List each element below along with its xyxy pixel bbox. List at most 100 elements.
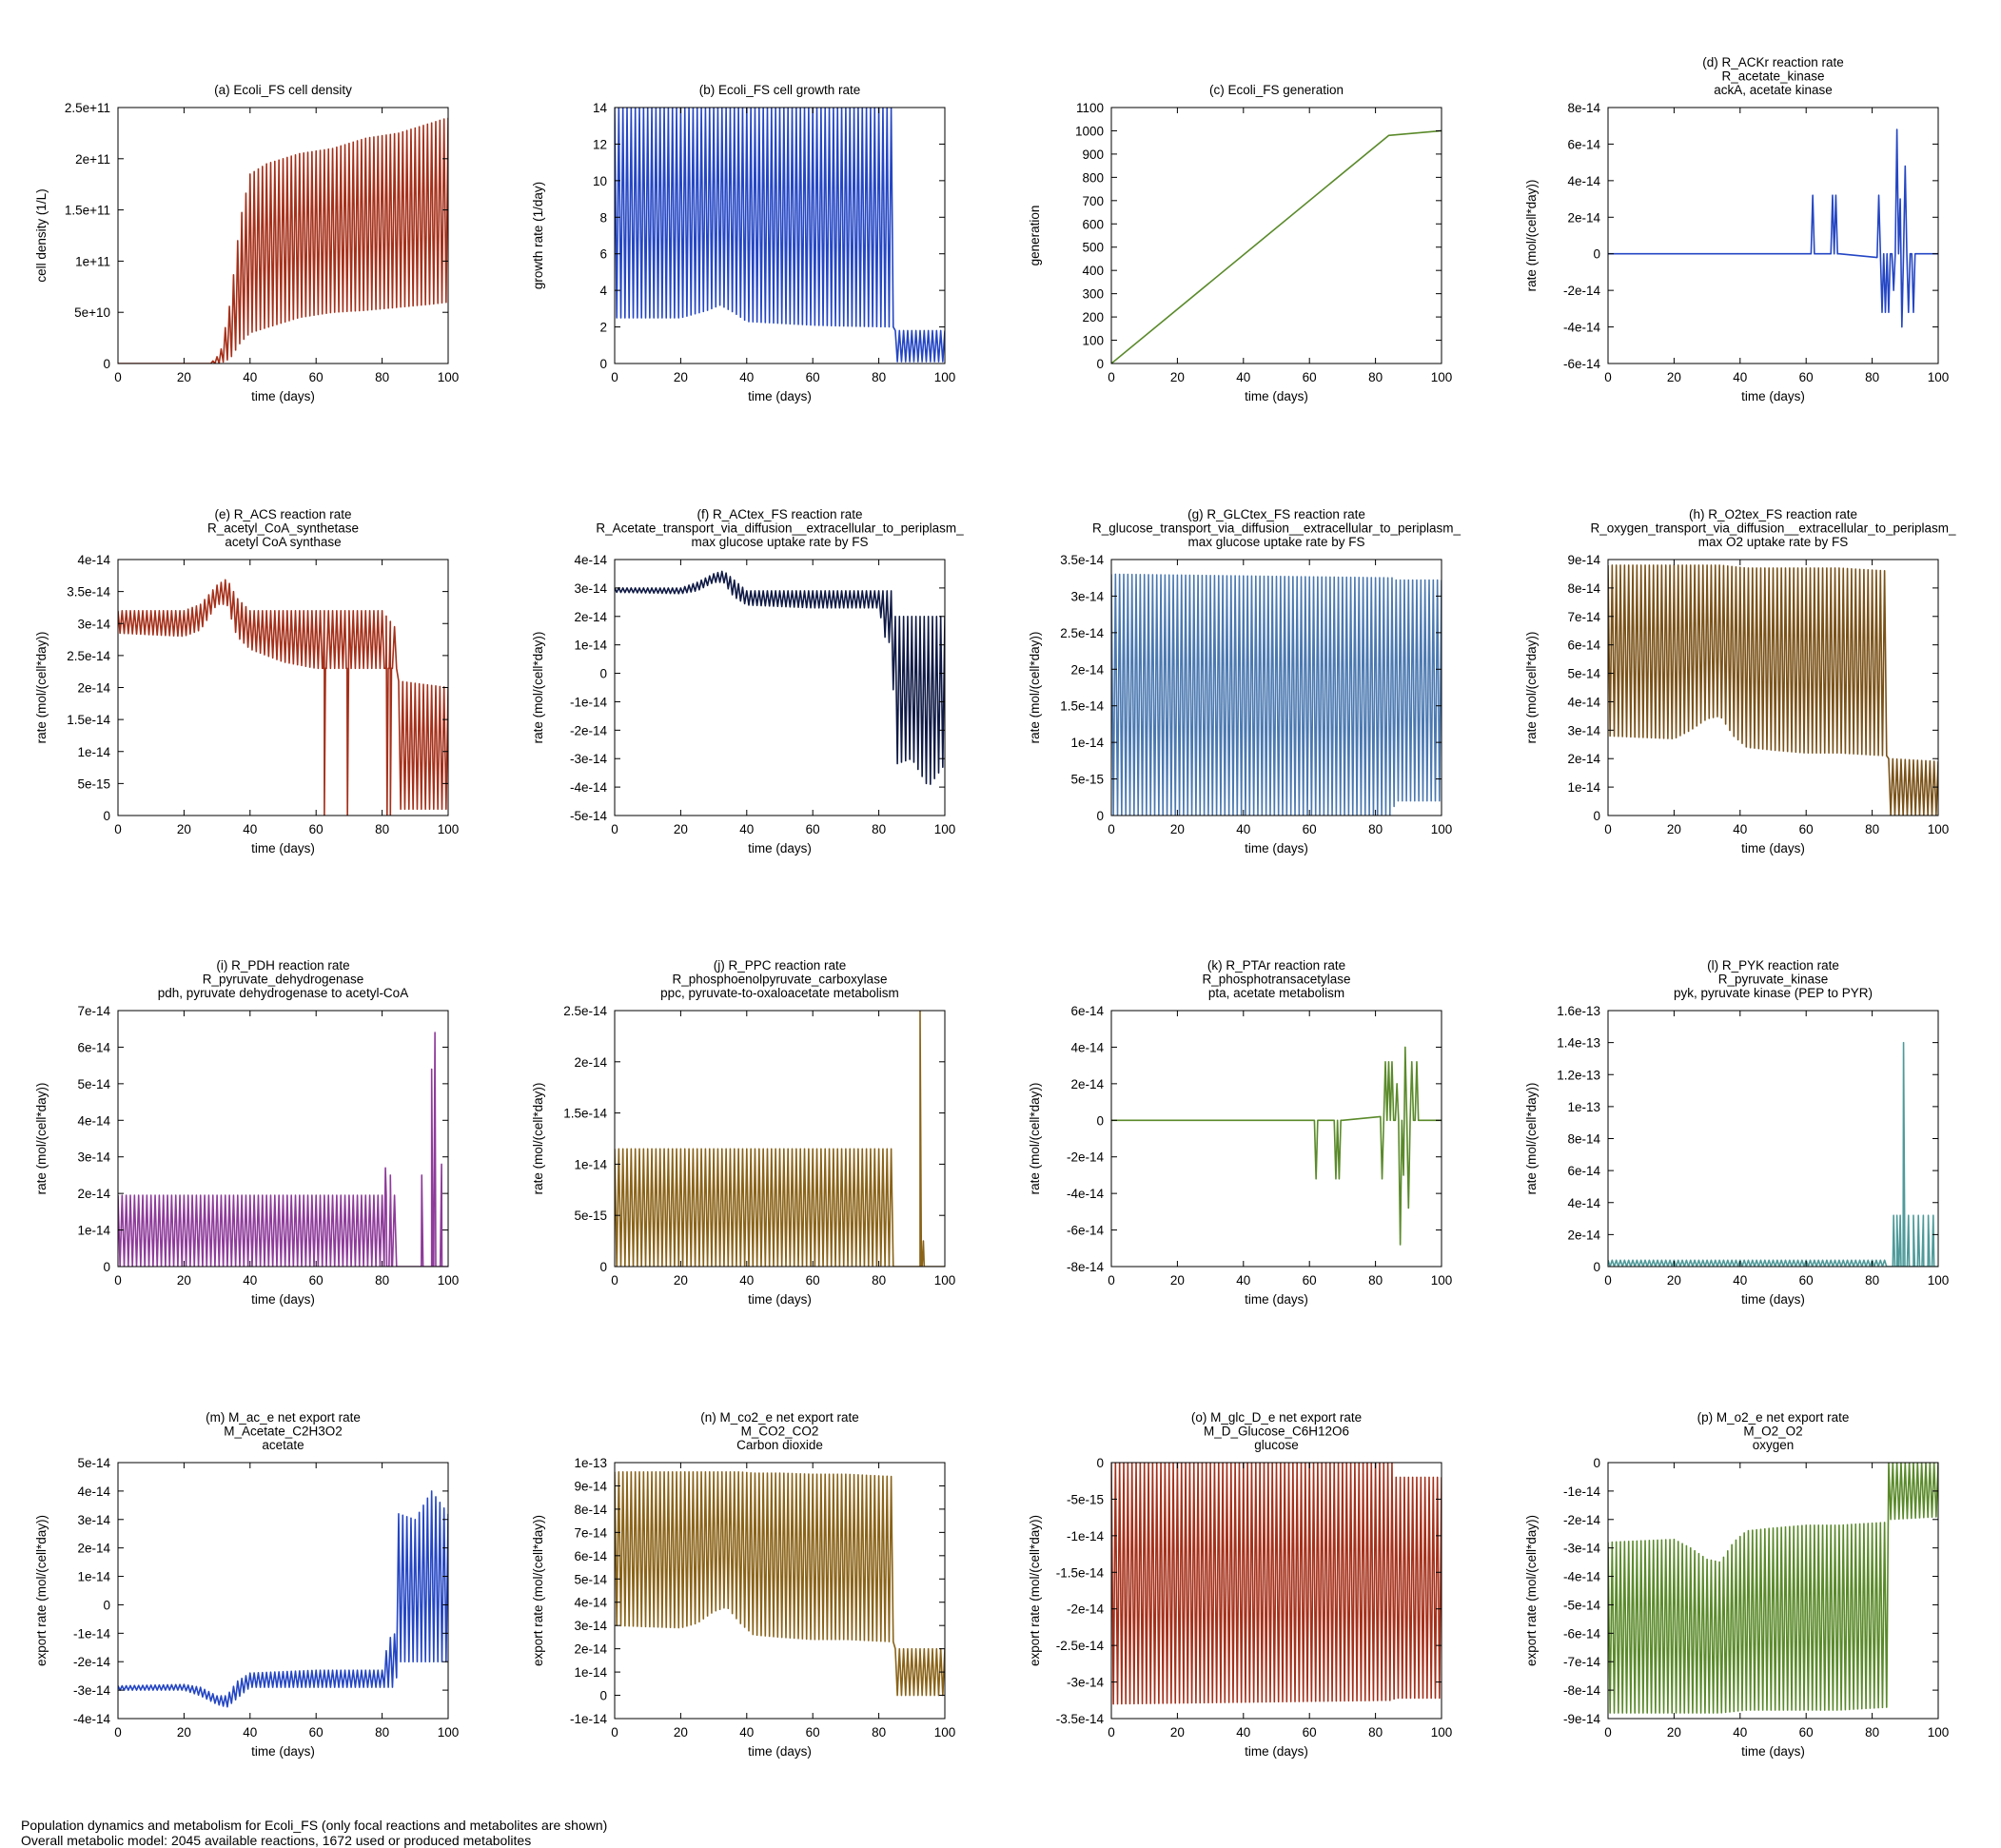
plot-frame-h (1607, 559, 1939, 816)
chart-title-l-line-3: pyk, pyruvate kinase (PEP to PYR) (1674, 986, 1873, 1000)
x-tick-label-j-80: 80 (872, 1273, 886, 1288)
y-tick-label-k-7: 6e-14 (1070, 1004, 1104, 1018)
x-tick-label-j-60: 60 (806, 1273, 820, 1288)
x-axis-label-h: time (days) (1741, 841, 1805, 855)
x-tick-label-e-100: 100 (438, 822, 460, 836)
x-tick-label-a-0: 0 (114, 370, 122, 384)
y-tick-label-g-7: 3.5e-14 (1060, 553, 1104, 567)
plot-frame-a (117, 107, 449, 364)
x-tick-label-c-60: 60 (1303, 370, 1317, 384)
y-tick-label-n-10: 9e-14 (574, 1479, 607, 1493)
y-tick-label-c-8: 800 (1082, 170, 1104, 185)
y-tick-label-i-7: 7e-14 (77, 1004, 110, 1018)
y-tick-label-h-0: 0 (1593, 809, 1600, 823)
chart-o: (o) M_glc_D_e net export rateM_D_Glucose… (1028, 1410, 1452, 1759)
x-tick-label-n-20: 20 (674, 1725, 688, 1740)
x-tick-label-m-80: 80 (375, 1725, 389, 1740)
x-tick-label-m-60: 60 (309, 1725, 324, 1740)
y-tick-label-m-6: 2e-14 (77, 1542, 110, 1556)
y-tick-label-l-1: 2e-14 (1567, 1228, 1600, 1242)
y-axis-label-m: export rate (mol/(cell*day)) (34, 1515, 49, 1666)
y-tick-label-o-3: -2e-14 (1067, 1602, 1105, 1617)
y-tick-label-h-7: 7e-14 (1567, 610, 1600, 624)
chart-title-e-line-1: (e) R_ACS reaction rate (214, 507, 351, 521)
x-tick-label-f-80: 80 (872, 822, 886, 836)
y-tick-label-d-2: -2e-14 (1563, 284, 1601, 298)
x-axis-label-k: time (days) (1245, 1292, 1308, 1307)
y-tick-label-c-4: 400 (1082, 264, 1104, 278)
x-tick-label-p-60: 60 (1799, 1725, 1814, 1740)
y-tick-label-e-6: 3e-14 (77, 617, 110, 631)
y-tick-label-n-3: 2e-14 (574, 1642, 607, 1657)
x-tick-label-b-40: 40 (739, 370, 754, 384)
y-axis-label-n: export rate (mol/(cell*day)) (531, 1515, 545, 1666)
y-tick-label-c-6: 600 (1082, 217, 1104, 231)
x-tick-label-o-100: 100 (1431, 1725, 1453, 1740)
y-axis-label-i: rate (mol/(cell*day)) (34, 1083, 49, 1195)
x-tick-label-d-20: 20 (1667, 370, 1681, 384)
plot-frame-d (1607, 107, 1939, 364)
chart-title-m-line-2: M_Acetate_C2H3O2 (224, 1425, 343, 1439)
x-tick-label-f-20: 20 (674, 822, 688, 836)
chart-title-h-line-1: (h) R_O2tex_FS reaction rate (1689, 507, 1857, 521)
x-tick-label-e-20: 20 (177, 822, 191, 836)
chart-title-c-line-1: (c) Ecoli_FS generation (1209, 83, 1344, 97)
data-line-l (1608, 1041, 1938, 1267)
chart-title-k-line-1: (k) R_PTAr reaction rate (1207, 958, 1345, 973)
y-axis-label-a: cell density (1/L) (34, 188, 49, 282)
chart-title-k-line-3: pta, acetate metabolism (1208, 986, 1344, 1000)
x-tick-label-l-0: 0 (1604, 1273, 1612, 1288)
x-tick-label-b-60: 60 (806, 370, 820, 384)
x-tick-label-l-60: 60 (1799, 1273, 1814, 1288)
y-tick-label-c-3: 300 (1082, 287, 1104, 302)
y-axis-label-e: rate (mol/(cell*day)) (34, 632, 49, 744)
x-tick-label-o-40: 40 (1236, 1725, 1250, 1740)
y-tick-label-o-2: -2.5e-14 (1056, 1639, 1105, 1653)
y-tick-label-b-0: 0 (599, 357, 607, 371)
x-tick-label-j-40: 40 (739, 1273, 754, 1288)
y-tick-label-j-2: 1e-14 (574, 1157, 607, 1171)
plot-frame-j (614, 1010, 946, 1268)
x-tick-label-i-0: 0 (114, 1273, 122, 1288)
chart-title-d-line-3: ackA, acetate kinase (1714, 83, 1833, 97)
data-line-f (615, 570, 945, 785)
plot-frame-p (1607, 1462, 1939, 1720)
chart-title-p-line-2: M_O2_O2 (1743, 1425, 1802, 1439)
y-tick-label-e-0: 0 (103, 809, 110, 823)
x-tick-label-k-20: 20 (1170, 1273, 1185, 1288)
y-tick-label-o-0: -3.5e-14 (1056, 1712, 1105, 1726)
chart-title-l-line-2: R_pyruvate_kinase (1718, 973, 1829, 987)
chart-title-b-line-1: (b) Ecoli_FS cell growth rate (699, 83, 861, 97)
y-tick-label-a-0: 0 (103, 357, 110, 371)
y-tick-label-p-4: -5e-14 (1563, 1598, 1601, 1612)
y-tick-label-c-5: 500 (1082, 241, 1104, 255)
chart-title-e-line-3: acetyl CoA synthase (225, 535, 341, 549)
y-tick-label-l-8: 1.6e-13 (1557, 1004, 1600, 1018)
y-tick-label-j-5: 2.5e-14 (563, 1004, 607, 1018)
chart-title-p-line-3: oxygen (1753, 1438, 1795, 1452)
y-tick-label-g-6: 3e-14 (1070, 589, 1104, 603)
chart-d: (d) R_ACKr reaction rateR_acetate_kinase… (1524, 55, 1949, 403)
y-tick-label-g-0: 0 (1096, 809, 1104, 823)
x-axis-label-p: time (days) (1741, 1744, 1805, 1759)
x-tick-label-c-40: 40 (1236, 370, 1250, 384)
x-axis-label-l: time (days) (1741, 1292, 1805, 1307)
x-axis-label-d: time (days) (1741, 389, 1805, 403)
data-line-a (118, 117, 448, 364)
x-tick-label-k-100: 100 (1431, 1273, 1453, 1288)
x-tick-label-b-20: 20 (674, 370, 688, 384)
chart-i: (i) R_PDH reaction rateR_pyruvate_dehydr… (34, 958, 459, 1307)
y-tick-label-o-7: 0 (1096, 1456, 1104, 1470)
y-tick-label-p-3: -6e-14 (1563, 1626, 1601, 1641)
y-tick-label-h-9: 9e-14 (1567, 553, 1600, 567)
data-line-j (615, 1011, 945, 1267)
y-tick-label-e-2: 1e-14 (77, 745, 110, 759)
x-tick-label-p-100: 100 (1928, 1725, 1950, 1740)
chart-title-a-line-1: (a) Ecoli_FS cell density (214, 83, 352, 97)
chart-title-l-line-1: (l) R_PYK reaction rate (1707, 958, 1839, 973)
y-tick-label-c-11: 1100 (1076, 101, 1104, 115)
chart-m: (m) M_ac_e net export rateM_Acetate_C2H3… (34, 1410, 459, 1759)
y-tick-label-m-4: 0 (103, 1598, 110, 1612)
chart-title-k-line-2: R_phosphotransacetylase (1202, 973, 1350, 987)
